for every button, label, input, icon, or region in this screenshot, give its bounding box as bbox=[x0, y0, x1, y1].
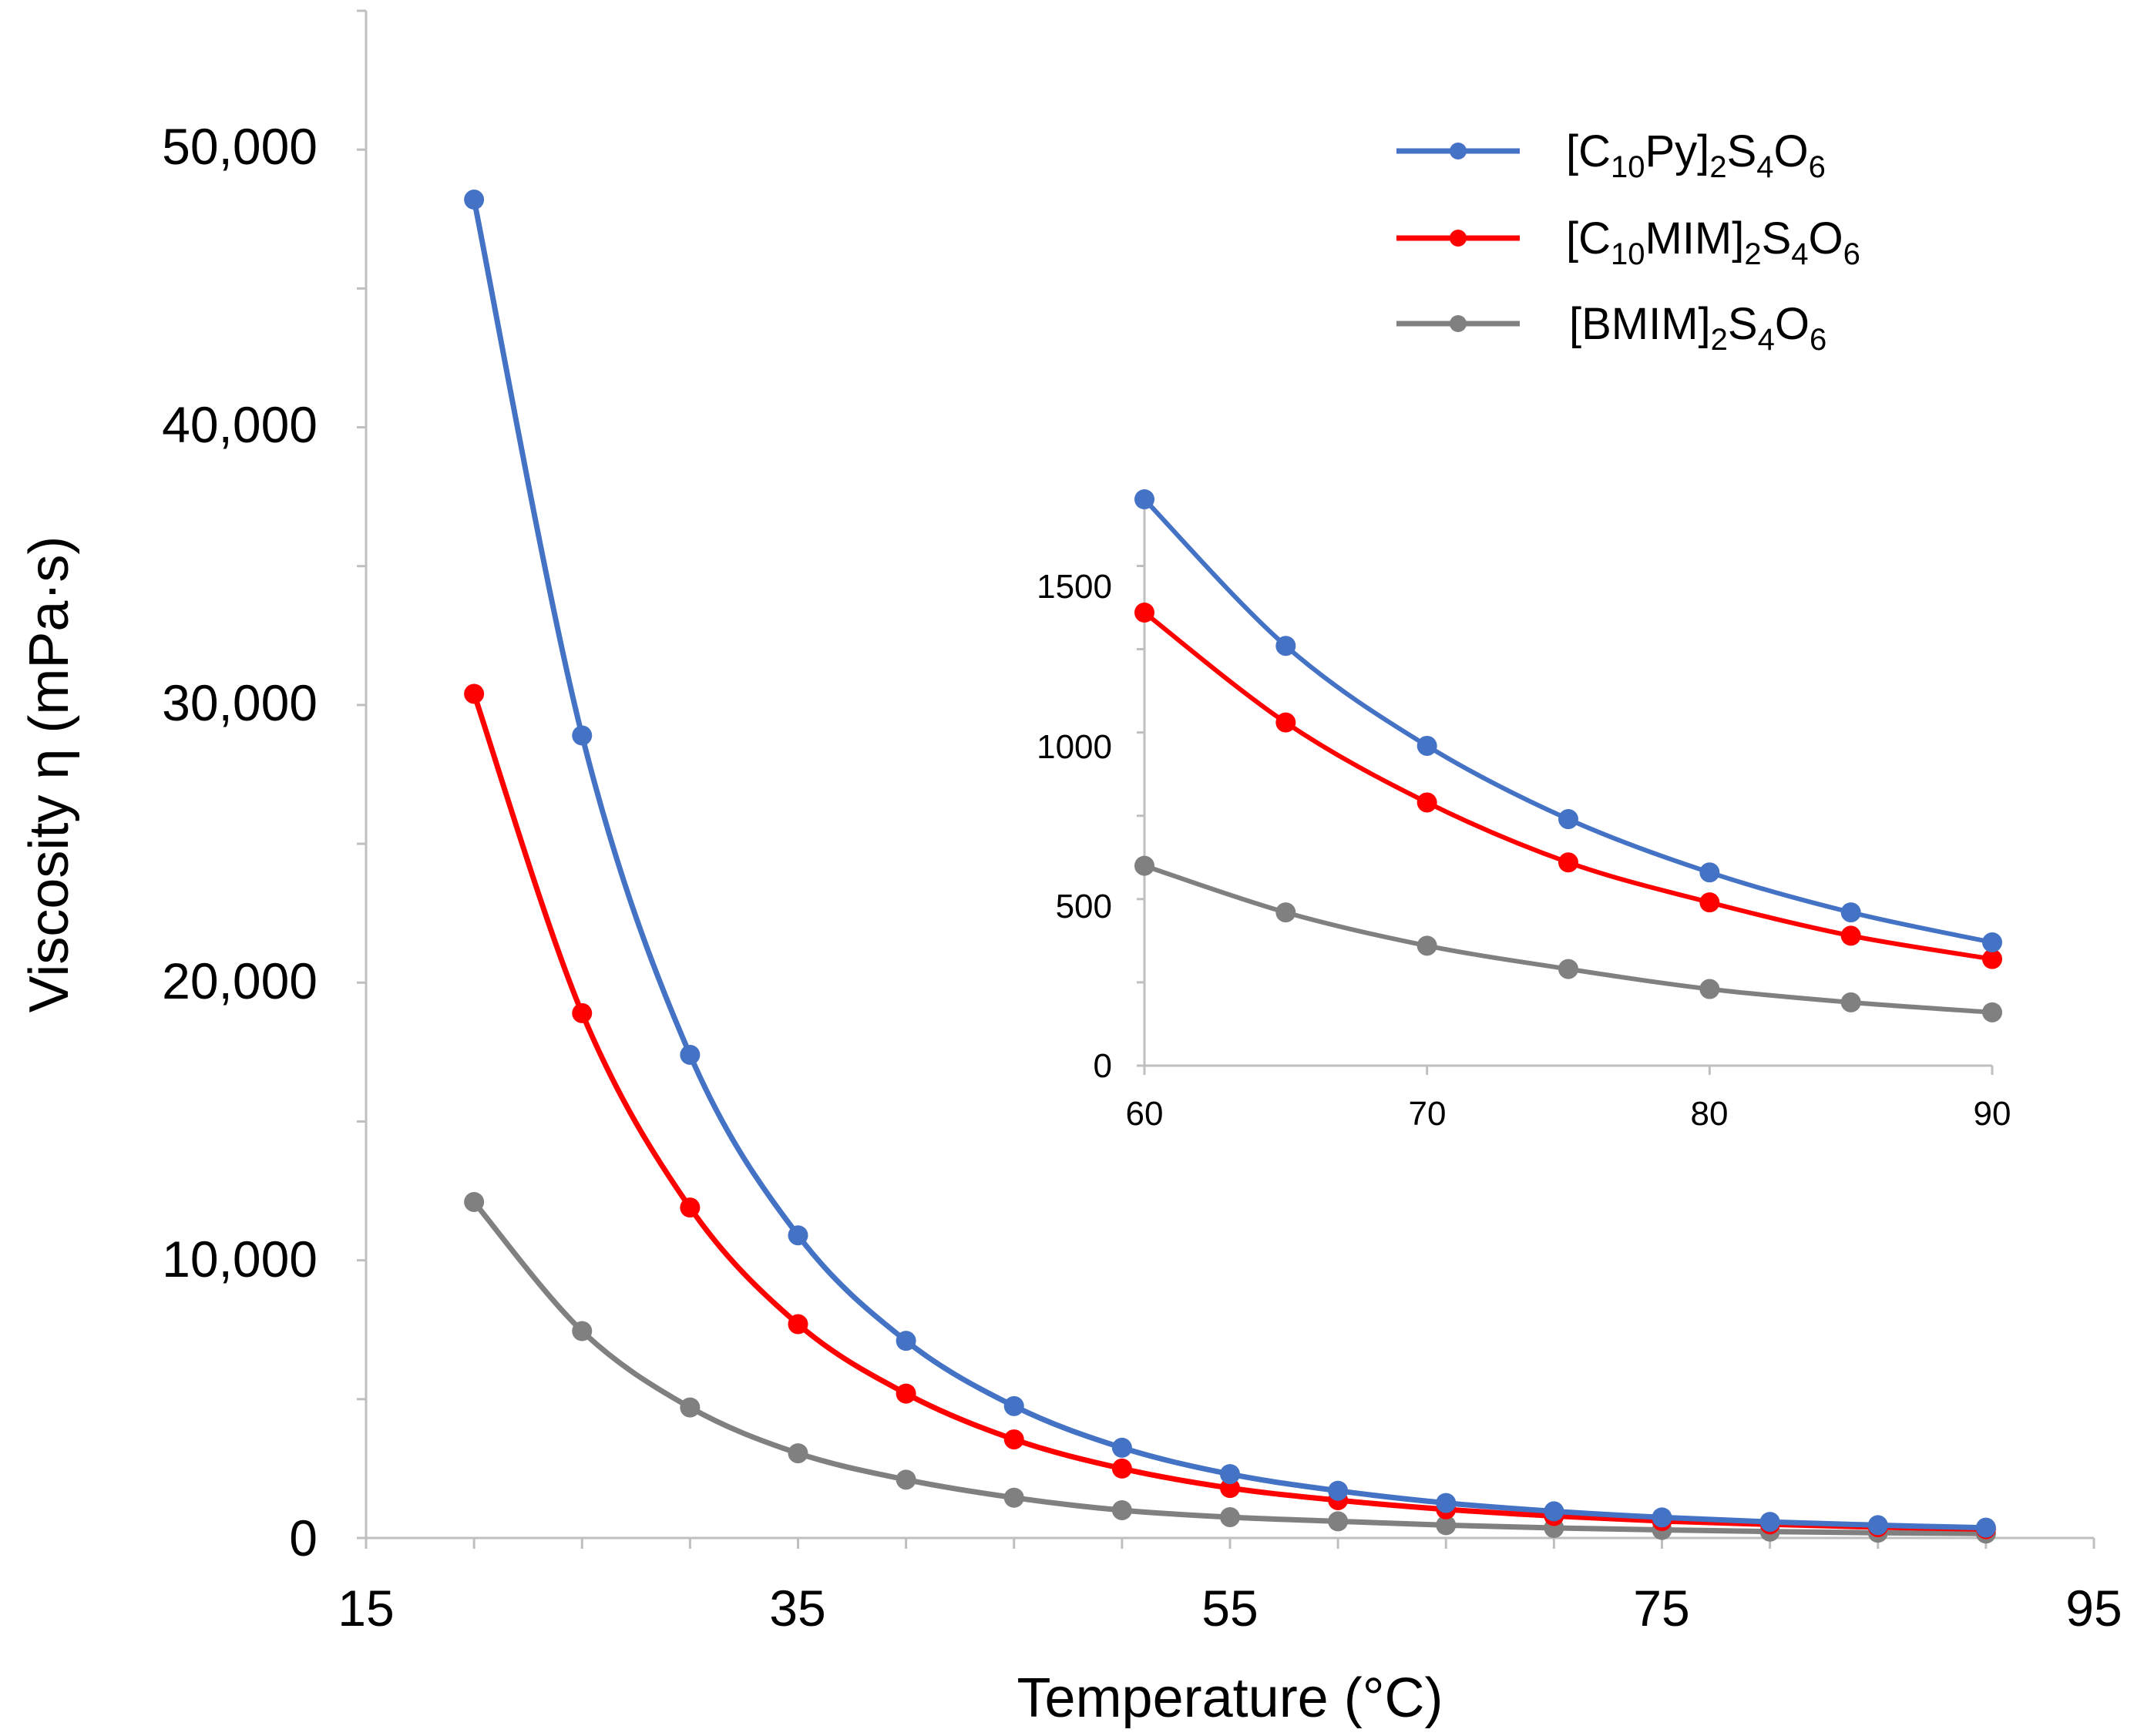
inset-data-point bbox=[1416, 735, 1437, 756]
main-data-point bbox=[788, 1443, 808, 1464]
inset-y-tick-label: 500 bbox=[1056, 888, 1112, 925]
main-data-point bbox=[464, 683, 485, 704]
legend: [C10Py]2S4O6 [C10MIM]2S4O6 [BMIM]2S4O6 bbox=[1396, 126, 1860, 357]
main-series-group bbox=[464, 190, 1996, 1544]
main-data-point bbox=[572, 1002, 593, 1023]
main-data-point bbox=[1111, 1458, 1132, 1479]
legend-label-c10mim: [C10MIM]2S4O6 bbox=[1566, 213, 1860, 271]
inset-data-point bbox=[1840, 925, 1861, 946]
main-y-tick-label: 10,000 bbox=[162, 1231, 318, 1288]
main-x-tick-label: 55 bbox=[1201, 1580, 1258, 1637]
main-data-point bbox=[572, 1321, 593, 1341]
main-y-tick-label: 40,000 bbox=[162, 396, 318, 453]
main-data-point bbox=[1220, 1506, 1240, 1527]
main-data-point bbox=[1220, 1478, 1240, 1499]
legend-item-bmim: [BMIM]2S4O6 bbox=[1396, 299, 1826, 357]
inset-data-point bbox=[1275, 636, 1296, 656]
inset-x-tick-label: 90 bbox=[1974, 1095, 2011, 1133]
legend-label-bmim: [BMIM]2S4O6 bbox=[1569, 299, 1826, 357]
inset-data-point bbox=[1982, 1002, 2002, 1022]
main-data-point bbox=[1652, 1507, 1672, 1528]
main-y-tick-label: 30,000 bbox=[162, 674, 318, 731]
inset-data-point bbox=[1275, 902, 1296, 923]
main-data-point bbox=[788, 1314, 808, 1335]
main-x-tick-label: 15 bbox=[338, 1580, 394, 1637]
inset-x-tick-label: 70 bbox=[1409, 1095, 1447, 1133]
legend-label-c10py: [C10Py]2S4O6 bbox=[1566, 126, 1826, 184]
main-series-line bbox=[471, 196, 1989, 1531]
inset-data-point bbox=[1699, 862, 1720, 883]
main-x-tick-label: 75 bbox=[1633, 1580, 1689, 1637]
inset-data-point bbox=[1134, 855, 1154, 876]
main-y-tick-label: 20,000 bbox=[162, 952, 318, 1009]
inset-data-point bbox=[1982, 932, 2002, 953]
main-data-point bbox=[1759, 1512, 1780, 1533]
inset-plot: 0 500 1000 1500 60 70 80 90 bbox=[1037, 489, 2011, 1133]
main-data-point bbox=[896, 1469, 916, 1490]
legend-item-c10py: [C10Py]2S4O6 bbox=[1396, 126, 1826, 184]
inset-data-point bbox=[1134, 603, 1154, 623]
main-data-point bbox=[1436, 1515, 1457, 1536]
main-data-point bbox=[1003, 1487, 1024, 1508]
inset-y-tick-label: 0 bbox=[1094, 1047, 1112, 1085]
main-y-tick-label: 50,000 bbox=[162, 118, 318, 175]
main-data-point bbox=[572, 725, 593, 746]
main-data-point bbox=[1328, 1480, 1349, 1501]
inset-data-point bbox=[1840, 902, 1861, 923]
main-data-point bbox=[1544, 1501, 1564, 1522]
inset-series-line bbox=[1142, 497, 1994, 945]
inset-data-point bbox=[1699, 892, 1720, 913]
main-data-point bbox=[1436, 1493, 1457, 1513]
main-data-point bbox=[1328, 1511, 1349, 1532]
main-data-point bbox=[1975, 1517, 1996, 1538]
main-y-axis-title: Viscosity η (mPa·s) bbox=[18, 536, 80, 1013]
inset-x-tick-label: 60 bbox=[1126, 1095, 1164, 1133]
main-data-point bbox=[1003, 1429, 1024, 1450]
main-data-point bbox=[1220, 1464, 1240, 1485]
inset-data-point bbox=[1558, 959, 1578, 979]
legend-swatch-marker bbox=[1450, 315, 1467, 332]
main-x-tick-label: 95 bbox=[2065, 1580, 2122, 1637]
inset-data-point bbox=[1558, 852, 1578, 873]
inset-y-tick-label: 1500 bbox=[1037, 568, 1112, 606]
inset-ticks bbox=[1137, 564, 1994, 1075]
inset-x-tick-labels: 60 70 80 90 bbox=[1126, 1095, 2011, 1133]
main-series-line bbox=[471, 691, 1989, 1532]
main-data-point bbox=[896, 1383, 916, 1404]
main-data-point bbox=[1111, 1437, 1132, 1458]
main-data-point bbox=[1867, 1515, 1888, 1536]
legend-swatch-marker bbox=[1450, 230, 1467, 247]
main-data-point bbox=[788, 1225, 808, 1246]
main-data-point bbox=[464, 190, 485, 210]
inset-y-tick-labels: 0 500 1000 1500 bbox=[1037, 568, 1112, 1085]
main-x-tick-label: 35 bbox=[769, 1580, 825, 1637]
inset-data-point bbox=[1275, 712, 1296, 733]
main-data-point bbox=[1003, 1395, 1024, 1416]
main-ticks bbox=[357, 9, 2095, 1549]
inset-data-point bbox=[1840, 992, 1861, 1012]
main-plot: 0 10,000 20,000 30,000 40,000 50,000 15 … bbox=[18, 9, 2122, 1729]
main-x-axis-title: Temperature (°C) bbox=[1017, 1667, 1443, 1729]
main-data-point bbox=[680, 1397, 701, 1418]
inset-data-point bbox=[1982, 949, 2002, 969]
main-data-point bbox=[680, 1044, 701, 1065]
legend-item-c10mim: [C10MIM]2S4O6 bbox=[1396, 213, 1860, 271]
main-data-point bbox=[896, 1331, 916, 1352]
main-data-point bbox=[1111, 1499, 1132, 1520]
main-x-tick-labels: 15 35 55 75 95 bbox=[338, 1580, 2122, 1637]
inset-data-point bbox=[1416, 792, 1437, 813]
inset-x-tick-label: 80 bbox=[1691, 1095, 1729, 1133]
inset-data-point bbox=[1416, 935, 1437, 956]
inset-data-point bbox=[1558, 809, 1578, 830]
inset-data-point bbox=[1699, 979, 1720, 999]
inset-series-group bbox=[1134, 489, 2002, 1022]
main-y-tick-label: 0 bbox=[289, 1509, 318, 1566]
legend-swatch-marker bbox=[1450, 143, 1467, 159]
inset-data-point bbox=[1134, 489, 1154, 509]
main-y-tick-labels: 0 10,000 20,000 30,000 40,000 50,000 bbox=[162, 118, 318, 1566]
main-data-point bbox=[680, 1197, 701, 1218]
inset-y-tick-label: 1000 bbox=[1037, 728, 1112, 766]
main-data-point bbox=[464, 1191, 485, 1212]
